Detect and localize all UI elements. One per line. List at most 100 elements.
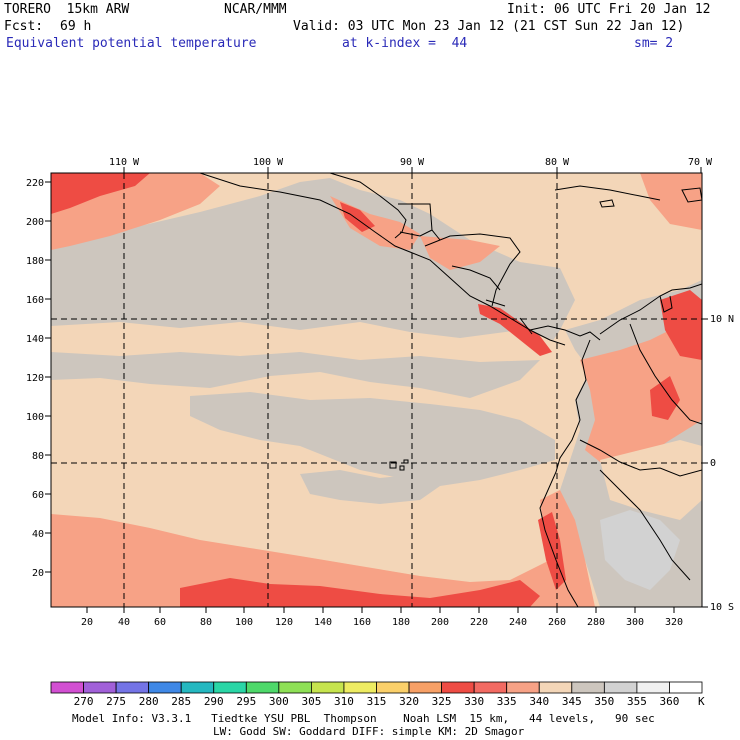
y-tick-label: 60 [32,490,44,501]
colorbar-swatch [506,681,540,694]
red-patch-peru-coast [538,512,566,590]
colorbar-tick-label: 270 [74,695,94,708]
lon-label-80w: 80 W [545,157,570,168]
salmon-patch-gulf [640,173,702,230]
graticule [51,173,702,607]
y-tick-label: 220 [26,178,44,189]
y-tick: 120 [26,373,51,384]
border-guatemala [398,203,441,241]
x-tick: 220 [470,607,488,628]
y-tick: 40 [32,529,51,540]
colorbar-tick-label: 315 [367,695,387,708]
x-tick: 240 [509,607,527,628]
colorbar-swatch [115,681,150,694]
colorbar-tick-label: 295 [236,695,256,708]
coast-cuba [554,185,661,201]
colorbar-tick-label: 290 [204,695,224,708]
footer-model-info: Model Info: V3.3.1 Tiedtke YSU PBL Thomp… [72,712,655,725]
theta-e-field [51,173,702,607]
y-tick: 220 [26,178,51,189]
x-tick: 320 [665,607,683,628]
y-tick: 200 [26,217,51,228]
colorbar-swatch [83,681,117,694]
colorbar-tick-label: 330 [464,695,484,708]
colorbar-tick-label: 335 [497,695,517,708]
y-tick-label: 160 [26,295,44,306]
lon-label-70w: 70 W [688,157,713,168]
lat-labels: 10 N 0 10 S [702,314,734,613]
x-tick-label: 80 [200,617,212,628]
red-patch-colombia [650,376,680,420]
x-tick-label: 20 [81,617,93,628]
colorbar-tick-label: 345 [562,695,582,708]
forecast-hours: 69 h [60,19,92,34]
salmon-band-south [51,514,560,607]
forecast-label: Fcst: [4,19,44,34]
x-tick: 160 [353,607,371,628]
x-tick: 280 [587,607,605,628]
x-tick-label: 320 [665,617,683,628]
x-tick-label: 240 [509,617,527,628]
x-tick-label: 40 [118,617,130,628]
field-name: Equivalent potential temperature [6,36,257,51]
colorbar-swatch [278,681,312,694]
red-patch-mexico [340,202,375,232]
x-tick-label: 60 [154,617,166,628]
red-patch-costa-rica [478,304,552,356]
colorbar-swatch [538,681,573,694]
x-tick: 140 [314,607,332,628]
y-tick-label: 40 [32,529,44,540]
x-tick: 80 [200,607,212,628]
colorbar [50,681,703,694]
lon-labels: 110 W 100 W 90 W 80 W 70 W [109,157,713,173]
x-tick-label: 260 [548,617,566,628]
lon-label-110w: 110 W [109,157,140,168]
y-ticks: 220 200 180 160 140 120 100 80 60 40 20 [26,178,51,579]
lat-label-10n: 10 N [710,314,734,325]
colorbar-tick-label: 285 [171,695,191,708]
coast-mexico-pacific [199,173,566,346]
coast-honduras [424,233,521,307]
coast-colombia-pacific [539,339,591,607]
x-tick: 20 [81,607,93,628]
salmon-patch-caribbean [420,236,500,270]
colorbar-tick-label: 325 [432,695,452,708]
lon-label-100w: 100 W [253,157,284,168]
x-tick-label: 300 [626,617,644,628]
colorbar-labels: 270 275 280 285 290 295 300 305 310 315 320 325 330 3… [74,695,680,708]
coastlines [199,173,702,607]
x-tick: 40 [118,607,130,628]
init-time: Init: 06 UTC Fri 20 Jan 12 [507,2,711,17]
colorbar-swatch [473,681,508,694]
level-label: at k-index = 44 [342,36,468,51]
border-peru [599,469,691,581]
colorbar-unit: K [698,695,705,708]
y-tick: 20 [32,568,51,579]
y-tick-label: 140 [26,334,44,345]
map-frame [50,172,703,608]
colorbar-tick-label: 300 [269,695,289,708]
colorbar-tick-label: 280 [139,695,159,708]
colorbar-tick-label: 310 [334,695,354,708]
coast-maracaibo [659,295,673,313]
salmon-patch-andes [580,300,702,470]
colorbar-swatch [180,681,215,694]
x-tick-label: 120 [275,617,293,628]
peach-strip-mid [51,322,560,362]
lat-label-0: 0 [710,458,716,469]
x-tick: 60 [154,607,166,628]
valid-time: Valid: 03 UTC Mon 23 Jan 12 (21 CST Sun … [293,19,685,34]
y-tick-label: 120 [26,373,44,384]
x-tick-label: 160 [353,617,371,628]
red-patch-nw [51,173,150,214]
y-tick-label: 200 [26,217,44,228]
y-tick: 180 [26,256,51,267]
border-ecuador [579,439,702,477]
colorbar-swatch [571,681,605,694]
x-tick: 120 [275,607,293,628]
y-tick: 160 [26,295,51,306]
lightgray-patch-andes [600,510,680,590]
colorbar-swatch [376,681,410,694]
border-costa-rica [485,299,533,335]
